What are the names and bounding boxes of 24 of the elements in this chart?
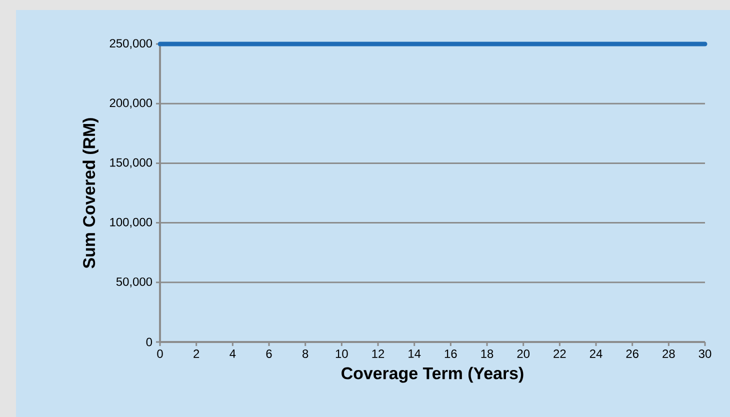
y-tick-label: 200,000 xyxy=(110,98,152,109)
y-tick-label: 100,000 xyxy=(110,218,152,228)
y-tick-label: 150,000 xyxy=(110,158,152,168)
x-tick-label: 12 xyxy=(372,350,384,358)
x-tick-label: 26 xyxy=(626,350,638,358)
x-tick-label: 2 xyxy=(194,350,200,358)
y-tick-label: 250,000 xyxy=(110,39,152,49)
x-axis-title: Coverage Term (Years) xyxy=(342,366,524,383)
x-tick-label: 22 xyxy=(554,350,566,358)
x-tick-label: 28 xyxy=(662,350,675,358)
x-tick-label: 16 xyxy=(444,350,457,358)
x-tick-label: 30 xyxy=(698,350,712,358)
x-tick-label: 4 xyxy=(230,350,236,358)
y-tick-label: 50,000 xyxy=(116,277,152,288)
x-tick-label: 0 xyxy=(157,350,163,358)
x-tick-label: 8 xyxy=(302,350,308,358)
x-tick-label: 10 xyxy=(336,350,348,358)
x-tick-label: 14 xyxy=(408,350,421,358)
x-tick-label: 18 xyxy=(481,350,494,358)
y-axis-title: Sum Covered (RM) xyxy=(82,118,98,268)
x-tick-label: 24 xyxy=(590,350,602,358)
x-tick-label: 6 xyxy=(266,350,272,358)
y-tick-label: 0 xyxy=(146,338,152,346)
x-tick-label: 20 xyxy=(517,350,530,358)
